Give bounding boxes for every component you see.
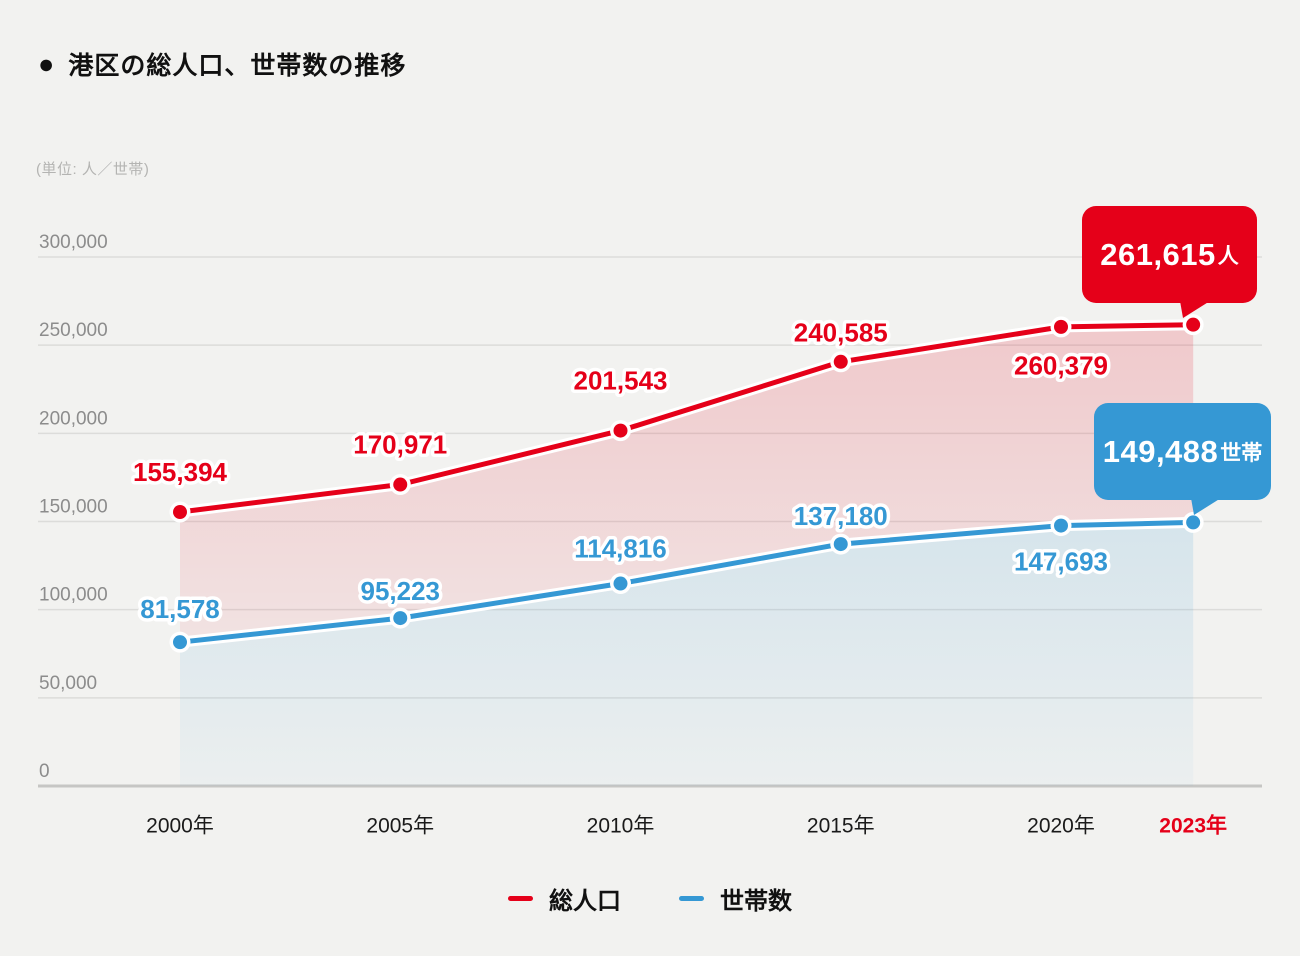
unit-label: (単位: 人／世帯) xyxy=(36,161,150,178)
y-tick-label: 100,000 xyxy=(39,585,108,606)
households-point xyxy=(1186,515,1201,530)
households-value-label: 95,223 xyxy=(360,576,440,606)
households-line xyxy=(177,519,1196,645)
households-point xyxy=(833,537,848,552)
x-tick-label: 2015年 xyxy=(807,815,875,838)
population-point xyxy=(173,504,187,519)
households-line-swatch-icon xyxy=(679,895,704,901)
population-value-label: 201,543 xyxy=(574,365,668,395)
households-callout-tail-icon xyxy=(1191,498,1221,515)
population-value-label: 170,971 xyxy=(353,429,447,459)
y-tick-label: 150,000 xyxy=(39,497,108,518)
households-point xyxy=(1054,518,1068,533)
households-value-label: 81,578 xyxy=(140,594,220,624)
x-tick-label: 2000年 xyxy=(146,815,214,838)
households-callout-value: 149,488 xyxy=(1102,433,1219,469)
households-callout: 149,488 世帯 xyxy=(1094,403,1271,515)
population-point xyxy=(1186,317,1201,332)
households-value-label: 147,693 xyxy=(1014,546,1108,576)
legend-item-population: 総人口 xyxy=(508,881,621,916)
population-callout-suffix: 人 xyxy=(1217,244,1239,268)
y-tick-label: 50,000 xyxy=(39,673,97,694)
population-callout-value: 261,615 xyxy=(1100,236,1216,272)
households-point xyxy=(173,635,187,650)
population-area xyxy=(180,324,1194,643)
legend-label-population: 総人口 xyxy=(549,887,621,915)
y-tick-label: 200,000 xyxy=(39,408,108,429)
x-tick-label: 2023年 xyxy=(1159,814,1227,838)
population-callout: 261,615 人 xyxy=(1082,206,1257,318)
y-tick-label: 0 xyxy=(39,761,50,782)
population-point xyxy=(613,423,628,438)
chart-header: ● 港区の総人口、世帯数の推移 xyxy=(38,46,406,82)
population-point xyxy=(833,354,848,369)
households-value-label: 137,180 xyxy=(794,501,888,531)
population-line xyxy=(177,322,1196,515)
page-title: 港区の総人口、世帯数の推移 xyxy=(68,52,407,80)
population-value-label: 260,379 xyxy=(1014,351,1108,381)
y-tick-label: 250,000 xyxy=(39,320,108,341)
population-point xyxy=(393,477,408,492)
population-value-label: 240,585 xyxy=(794,318,888,348)
households-point xyxy=(393,611,408,626)
population-line-swatch-icon xyxy=(508,895,533,901)
households-area xyxy=(180,522,1194,786)
legend-label-households: 世帯数 xyxy=(720,887,792,915)
households-point xyxy=(613,576,628,591)
households-callout-suffix: 世帯 xyxy=(1220,441,1263,465)
x-tick-label: 2020年 xyxy=(1027,815,1095,838)
legend-item-households: 世帯数 xyxy=(679,881,792,916)
population-value-label: 155,394 xyxy=(133,457,228,487)
x-tick-label: 2010年 xyxy=(587,815,655,838)
x-tick-label: 2005年 xyxy=(366,815,434,838)
households-value-label: 114,816 xyxy=(574,533,667,563)
population-point xyxy=(1054,319,1068,334)
population-callout-tail-icon xyxy=(1180,301,1210,318)
y-tick-label: 300,000 xyxy=(39,232,108,253)
bullet-icon: ● xyxy=(38,48,55,79)
chart-legend: 総人口 世帯数 xyxy=(0,878,1300,918)
